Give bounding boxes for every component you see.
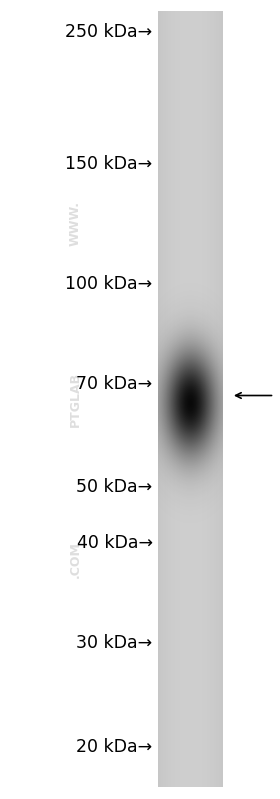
Text: 20 kDa→: 20 kDa→ <box>76 738 153 756</box>
Text: WWW.: WWW. <box>69 201 82 246</box>
Text: 30 kDa→: 30 kDa→ <box>76 634 153 652</box>
Text: 50 kDa→: 50 kDa→ <box>76 479 153 496</box>
Text: 250 kDa→: 250 kDa→ <box>66 23 153 41</box>
Text: 40 kDa→: 40 kDa→ <box>77 535 153 552</box>
Text: PTGLAB: PTGLAB <box>69 372 82 427</box>
Text: .COM: .COM <box>69 541 82 578</box>
Text: 150 kDa→: 150 kDa→ <box>66 155 153 173</box>
Text: 70 kDa→: 70 kDa→ <box>76 375 153 392</box>
Text: 100 kDa→: 100 kDa→ <box>66 275 153 292</box>
